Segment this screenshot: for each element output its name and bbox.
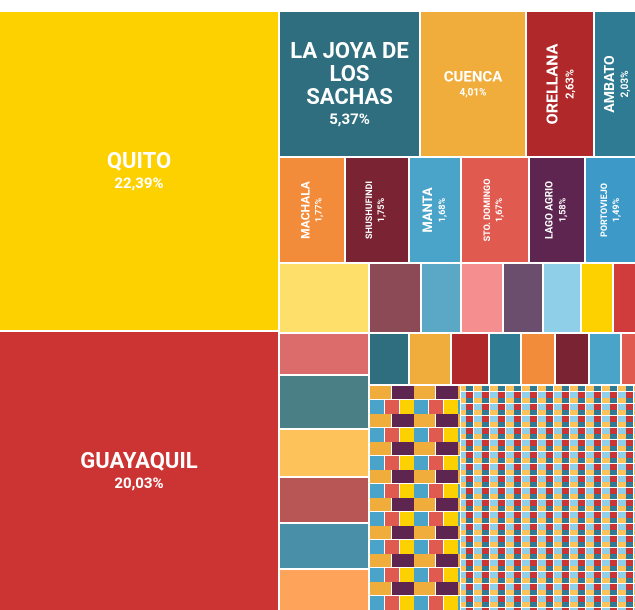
tile-name: ORELLANA	[542, 43, 562, 125]
tile	[556, 334, 588, 384]
tile-value: 1,77%	[314, 197, 325, 223]
tile	[410, 334, 450, 384]
tile	[452, 334, 488, 384]
tile-value: 1,58%	[558, 197, 569, 223]
tile-value: 1,75%	[377, 197, 388, 223]
tile	[370, 334, 408, 384]
tile	[280, 376, 368, 428]
tile	[590, 334, 620, 384]
tile-value: 2,63%	[563, 69, 577, 99]
tile	[280, 570, 368, 610]
tile	[422, 264, 460, 332]
tile-value: 1,49%	[612, 197, 623, 223]
tile	[462, 264, 502, 332]
tile-label: LAGO AGRIO 1,58%	[544, 180, 569, 240]
tile-name: LAGO AGRIO	[544, 180, 556, 240]
tile-value: 2,03%	[619, 70, 631, 98]
tile	[280, 264, 368, 332]
tile-label: GUAYAQUIL 20,03%	[6, 450, 272, 492]
tile-name: QUITO	[106, 149, 172, 175]
tile-label: QUITO 22,39%	[6, 150, 272, 192]
tile: ORELLANA 2,63%	[527, 12, 593, 156]
tile: LAGO AGRIO 1,58%	[530, 158, 584, 262]
tile: MANTA 1,68%	[410, 158, 460, 262]
tile-name: GUAYAQUIL	[80, 449, 198, 475]
tile	[490, 334, 520, 384]
tile: LA JOYA DE LOS SACHAS 5,37%	[280, 12, 419, 156]
tile	[280, 334, 368, 374]
small-tiles-mosaic	[370, 386, 635, 610]
tile-name: MACHALA	[298, 181, 313, 239]
tile-name: PORTOVIEJO	[600, 183, 611, 237]
tile-value: 1,68%	[437, 197, 448, 223]
tile	[614, 264, 635, 332]
tile-name: LA JOYA DE LOS SACHAS	[290, 38, 409, 111]
tile: PORTOVIEJO 1,49%	[586, 158, 635, 262]
tile	[504, 264, 542, 332]
tile	[522, 334, 554, 384]
tile-name: STO. DOMINGO	[483, 178, 494, 242]
tile-value: 5,37%	[329, 110, 370, 129]
tile-name: MANTA	[420, 187, 436, 233]
tile-label: PORTOVIEJO 1,49%	[600, 183, 623, 237]
tile-label: LA JOYA DE LOS SACHAS 5,37%	[286, 40, 413, 128]
tile	[280, 524, 368, 568]
tile-label: MANTA 1,68%	[420, 187, 448, 233]
tile: CUENCA 4,01%	[421, 12, 525, 156]
tile-name: CUENCA	[443, 67, 503, 86]
tile	[544, 264, 580, 332]
tile	[622, 334, 635, 384]
tile-value: 22,39%	[114, 174, 164, 193]
tile-label: STO. DOMINGO 1,67%	[483, 178, 506, 242]
tile	[280, 430, 368, 476]
tile-label: SHUSHUFINDI 1,75%	[365, 180, 388, 240]
tile-name: AMBATO	[601, 55, 618, 113]
tile: AMBATO 2,03%	[595, 12, 635, 156]
tile: GUAYAQUIL 20,03%	[0, 332, 278, 610]
tile-label: CUENCA 4,01%	[427, 69, 519, 98]
tile-value: 20,03%	[114, 474, 164, 493]
tile	[582, 264, 612, 332]
tile	[370, 264, 420, 332]
tile-label: AMBATO 2,03%	[601, 55, 631, 113]
tile-value: 1,67%	[495, 197, 506, 223]
tile-name: SHUSHUFINDI	[365, 180, 376, 240]
tile: STO. DOMINGO 1,67%	[462, 158, 528, 262]
tile: MACHALA 1,77%	[280, 158, 344, 262]
tile	[280, 478, 368, 522]
tile-label: MACHALA 1,77%	[298, 181, 325, 239]
tile-value: 4,01%	[459, 87, 487, 99]
tile: SHUSHUFINDI 1,75%	[346, 158, 408, 262]
tile: QUITO 22,39%	[0, 12, 278, 330]
tile-label: ORELLANA 2,63%	[542, 43, 577, 125]
